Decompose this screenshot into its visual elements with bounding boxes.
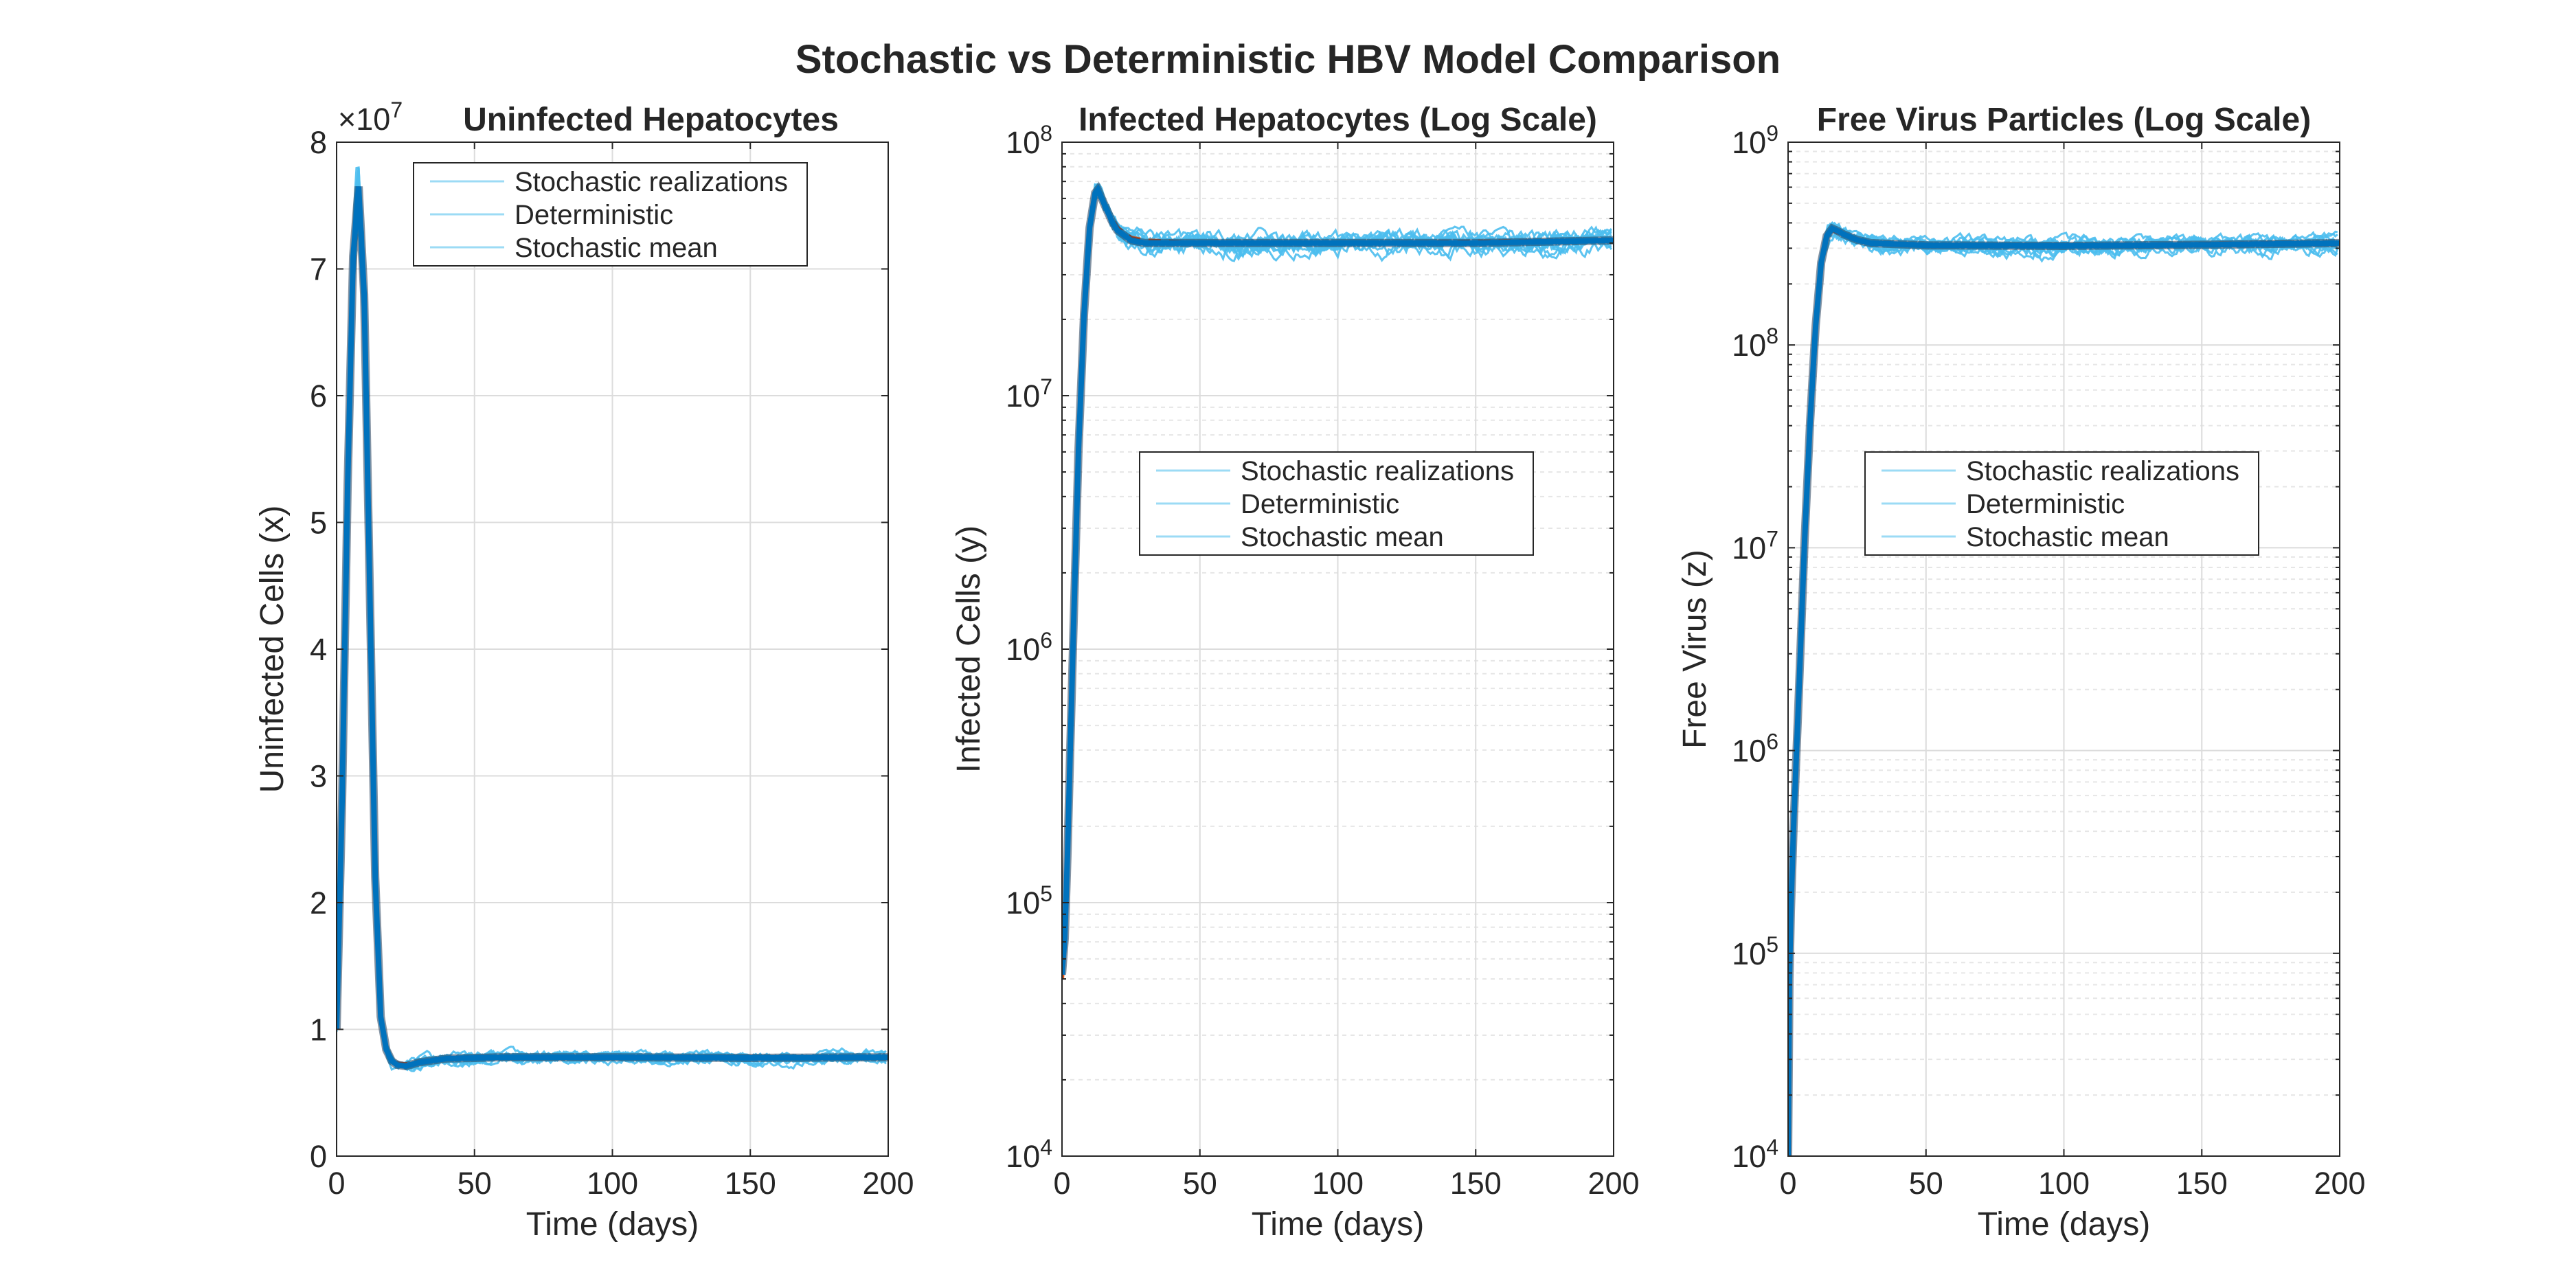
legend-entry: Stochastic mean (1966, 522, 2169, 552)
x-axis-label: Time (days) (526, 1206, 699, 1243)
x-tick-label: 150 (2176, 1166, 2228, 1201)
legend-entry: Stochastic realizations (1966, 456, 2239, 486)
x-tick-label: 100 (587, 1166, 638, 1201)
y-tick-label: 106 (1006, 628, 1052, 667)
y-tick-label: 109 (1732, 121, 1778, 160)
x-axis-label: Time (days) (1252, 1206, 1425, 1243)
y-tick-label: 107 (1732, 526, 1778, 565)
y-tick-label: 6 (310, 379, 327, 414)
x-tick-label: 50 (1183, 1166, 1217, 1201)
panel-title: Free Virus Particles (Log Scale) (1817, 102, 2311, 138)
y-tick-label: 108 (1732, 324, 1778, 363)
y-tick-label: 1 (310, 1013, 327, 1048)
x-tick-label: 100 (1312, 1166, 1364, 1201)
y-tick-label: 5 (310, 506, 327, 541)
series-group (337, 166, 888, 1072)
legend: Stochastic realizationsDeterministicStoc… (1864, 451, 2259, 556)
y-tick-label: 4 (310, 632, 327, 667)
legend-entry: Stochastic realizations (1241, 456, 1514, 486)
x-tick-label: 200 (2314, 1166, 2365, 1201)
legend-entry: Stochastic mean (515, 233, 718, 263)
y-tick-label: 107 (1006, 374, 1052, 414)
y-tick-label: 105 (1006, 881, 1052, 920)
y-axis-label: Uninfected Cells (x) (254, 506, 291, 793)
legend-entry: Stochastic realizations (515, 167, 788, 197)
series-group (1788, 221, 2340, 1156)
y-tick-label: 104 (1732, 1135, 1778, 1174)
panel-title: Uninfected Hepatocytes (463, 102, 839, 138)
x-tick-label: 50 (457, 1166, 492, 1201)
x-tick-label: 200 (862, 1166, 914, 1201)
legend-entry: Deterministic (515, 200, 673, 230)
figure-title: Stochastic vs Deterministic HBV Model Co… (795, 37, 1781, 82)
y-tick-label: 8 (310, 125, 327, 160)
stochastic-mean-line (337, 186, 888, 1070)
y-tick-label: 105 (1732, 932, 1778, 971)
x-tick-label: 100 (2038, 1166, 2090, 1201)
y-tick-label: 0 (310, 1139, 327, 1174)
x-tick-label: 0 (328, 1166, 345, 1201)
stochastic-realization-line (1062, 190, 1612, 976)
x-axis-label: Time (days) (1978, 1206, 2151, 1243)
x-tick-label: 0 (1053, 1166, 1070, 1201)
x-tick-label: 200 (1588, 1166, 1639, 1201)
stochastic-mean-line (1062, 184, 1614, 975)
y-tick-label: 108 (1006, 121, 1052, 160)
stochastic-realization-line (1788, 231, 2338, 1155)
x-tick-label: 50 (1909, 1166, 1943, 1201)
legend: Stochastic realizationsDeterministicStoc… (1139, 451, 1534, 556)
y-axis-label: Infected Cells (y) (951, 526, 987, 773)
legend-entry: Deterministic (1966, 489, 2125, 519)
y-tick-label: 106 (1732, 730, 1778, 769)
panel-free-virus-particles: 0 50 100 150 200 104 105 106 107 108 109 Free Virus… (1677, 102, 2366, 1243)
legend: Stochastic realizationsDeterministicStoc… (413, 162, 808, 267)
panel-title: Infected Hepatocytes (Log Scale) (1078, 102, 1597, 138)
y-tick-label: 2 (310, 885, 327, 920)
y-tick-label: 104 (1006, 1135, 1052, 1174)
y-tick-label: 3 (310, 759, 327, 794)
panel-uninfected-hepatocytes: 0 50 100 150 200 0 1 2 3 4 5 6 7 8 ×107 Uninfected Hepa… (254, 98, 914, 1243)
x-tick-label: 0 (1779, 1166, 1796, 1201)
legend-entry: Stochastic mean (1241, 522, 1444, 552)
legend-entry: Deterministic (1241, 489, 1399, 519)
y-axis-label: Free Virus (z) (1677, 550, 1713, 749)
x-tick-label: 150 (1450, 1166, 1502, 1201)
series-group (1062, 181, 1614, 980)
panel-infected-hepatocytes: 0 50 100 150 200 104 105 106 107 108 Infected Hepa… (951, 102, 1640, 1243)
stochastic-mean-line (1788, 225, 2340, 1156)
y-tick-label: 7 (310, 252, 327, 287)
y-exponent-label: ×107 (338, 98, 403, 137)
x-tick-label: 150 (725, 1166, 776, 1201)
